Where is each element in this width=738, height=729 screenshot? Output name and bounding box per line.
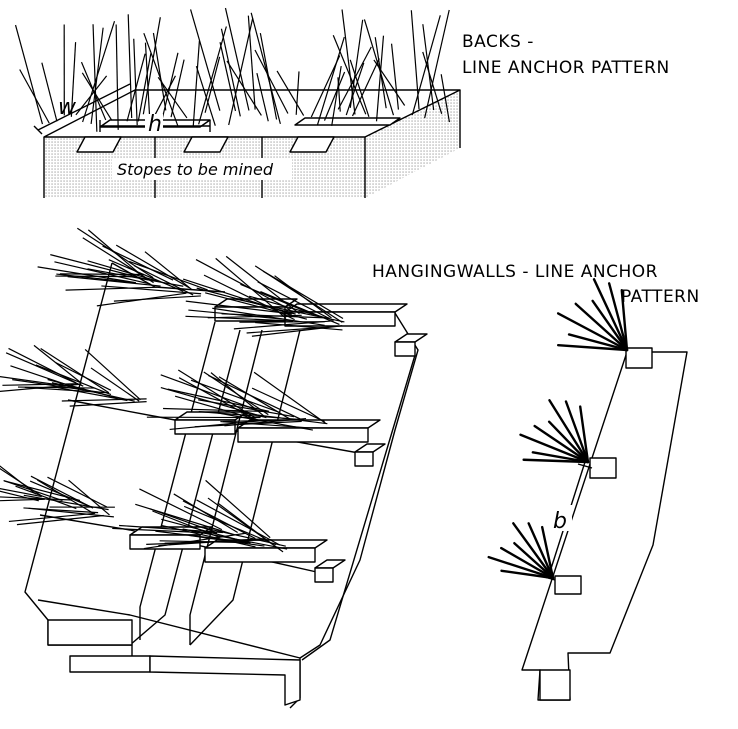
- anchor-line: [129, 261, 208, 289]
- anchor-line: [60, 274, 144, 275]
- hangingwall-stope-block: [0, 228, 427, 708]
- level-drift: [315, 568, 333, 582]
- hangingwall-section: b: [489, 279, 687, 700]
- backs-title-line1: BACKS -: [462, 32, 534, 52]
- level-drift-top: [355, 444, 385, 452]
- section-body: [522, 352, 687, 700]
- anchor-line: [252, 326, 342, 336]
- anchor-line: [97, 293, 186, 306]
- anchor-line: [109, 260, 183, 292]
- level-drift-top: [395, 334, 427, 342]
- anchor-line: [20, 70, 50, 124]
- dim-h-label: h: [148, 112, 162, 137]
- block-right-edge: [290, 305, 418, 708]
- backs-drift-rail: [295, 118, 400, 125]
- section-bottom-drift: [540, 670, 570, 700]
- anchor-line: [55, 276, 133, 277]
- hangingwall-title-line2: PATTERN: [621, 287, 700, 307]
- anchor-line: [161, 375, 257, 410]
- level-drift: [355, 452, 373, 466]
- level-drift: [395, 342, 415, 356]
- dim-w-label: w: [58, 95, 77, 120]
- hangingwall-title-line1: HANGINGWALLS - LINE ANCHOR: [372, 262, 658, 282]
- anchor-line: [42, 63, 57, 122]
- section-drift: [555, 576, 581, 594]
- hangingwall-drifts: [130, 299, 427, 582]
- section-drift: [590, 458, 616, 478]
- rib-pillar: [130, 330, 240, 645]
- stopes-label: Stopes to be mined: [117, 160, 274, 179]
- anchor-line: [191, 380, 279, 412]
- backs-drift: [77, 137, 121, 152]
- backs-title-line2: LINE ANCHOR PATTERN: [462, 58, 670, 78]
- backs-drift: [290, 137, 334, 152]
- anchor-line: [16, 25, 43, 124]
- level-drift-top: [315, 560, 345, 568]
- backs-drift: [184, 137, 228, 152]
- anchor-line: [9, 348, 77, 382]
- section-drift: [626, 348, 652, 368]
- hangingwall-anchors: [0, 228, 344, 552]
- anchor-line: [6, 353, 83, 386]
- dim-b-label: b: [553, 509, 567, 534]
- level-drift: [238, 428, 368, 442]
- level-drift: [205, 548, 315, 562]
- backs-block: w h Stopes to be mined: [16, 8, 460, 198]
